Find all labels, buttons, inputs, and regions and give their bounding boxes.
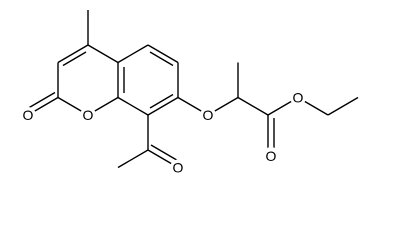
atom-label: O (203, 107, 214, 123)
bond (147, 44, 179, 64)
atom-label: O (173, 160, 184, 176)
bond (62, 51, 87, 67)
bonds (24, 10, 359, 169)
molecule-diagram: O O O O O O (20, 10, 359, 176)
label-mask (20, 107, 36, 123)
label-mask (170, 159, 186, 176)
page-body: O O O O O O (() => { const data = JSON.p… (20, 10, 359, 176)
bond (147, 96, 179, 116)
label-mask (200, 107, 216, 123)
bond (117, 149, 149, 169)
bond (149, 51, 174, 67)
bond (87, 44, 119, 64)
bond (149, 93, 174, 109)
bond (150, 144, 182, 164)
atom-label: O (266, 148, 277, 164)
page: {"atoms": [{"label": "O"}, {"label": "O"… (20, 10, 359, 176)
label-mask (263, 147, 279, 163)
bond (327, 96, 359, 116)
atom-labels: O O O O O O (20, 89, 306, 176)
atom-label: O (293, 90, 304, 106)
bond (57, 44, 89, 64)
label-mask (80, 107, 96, 123)
atom-label: O (23, 107, 34, 123)
bond (24, 91, 56, 111)
atom-label: O (83, 107, 94, 123)
label-mask (290, 89, 306, 106)
bond (237, 96, 269, 116)
bond (117, 96, 149, 116)
bond (117, 44, 149, 64)
